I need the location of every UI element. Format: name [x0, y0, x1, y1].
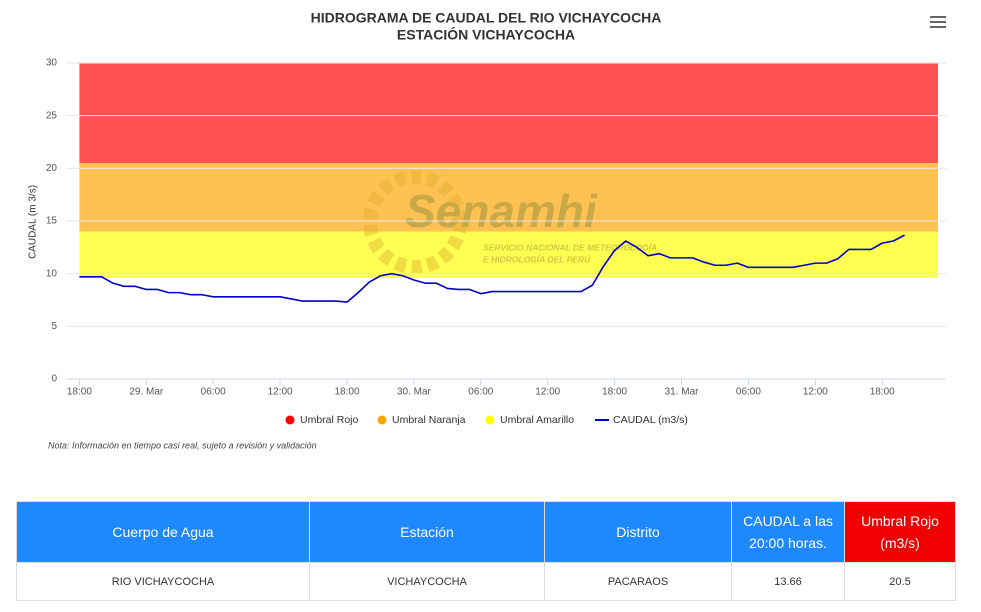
x-tick-label: 12:00 — [535, 387, 560, 398]
y-tick-label: 10 — [46, 268, 58, 279]
x-tick-label: 12:00 — [268, 387, 293, 398]
y-tick-label: 15 — [46, 216, 58, 227]
chart-subtitle: ESTACIÓN VICHAYCOCHA — [397, 26, 575, 43]
watermark-text: E HIDROLOGÍA DEL PERÚ — [483, 253, 591, 264]
y-tick-label: 30 — [46, 58, 58, 69]
table-cell: 13.66 — [731, 562, 845, 601]
chart: HIDROGRAMA DE CAUDAL DEL RIO VICHAYCOCHA… — [28, 10, 946, 450]
threshold-band — [79, 163, 938, 232]
legend-marker — [285, 415, 295, 425]
note: Nota: Información en tiempo casi real, s… — [48, 440, 317, 450]
y-tick-label: 5 — [51, 321, 57, 332]
legend-marker — [485, 415, 495, 425]
table-header: CAUDAL a las 20:00 horas. — [731, 501, 845, 563]
legend-label: Umbral Amarillo — [500, 414, 574, 426]
table-header: Cuerpo de Agua — [16, 501, 310, 563]
legend-label: Umbral Rojo — [300, 414, 359, 426]
menu-bar[interactable] — [930, 26, 946, 28]
x-tick-label: 18:00 — [870, 387, 895, 398]
table-header: Distrito — [544, 501, 732, 563]
chart-title: HIDROGRAMA DE CAUDAL DEL RIO VICHAYCOCHA — [311, 10, 662, 26]
y-tick-label: 25 — [46, 110, 58, 121]
x-tick-label: 12:00 — [803, 387, 828, 398]
x-tick-label: 18:00 — [67, 387, 92, 398]
y-tick-label: 0 — [51, 374, 57, 385]
watermark: Senamhi SERVICIO NACIONAL DE METEOROLOGÍA… — [363, 170, 657, 274]
watermark-text: SERVICIO NACIONAL DE METEOROLOGÍA — [483, 242, 657, 252]
threshold-band — [79, 63, 938, 164]
x-tick-label: 06:00 — [468, 387, 493, 398]
y-axis-title: CAUDAL (m 3/s) — [28, 185, 39, 259]
watermark-text: Senamhi — [405, 185, 598, 237]
data-table: Cuerpo de Agua Estación Distrito CAUDAL … — [16, 501, 956, 601]
data-line — [79, 234, 905, 303]
y-tick-label: 20 — [46, 163, 58, 174]
x-tick-label: 31. Mar — [665, 387, 700, 398]
x-tick-label: 06:00 — [736, 387, 761, 398]
menu-bar[interactable] — [930, 21, 946, 23]
table-cell: PACARAOS — [544, 562, 732, 601]
x-tick-label: 18:00 — [602, 387, 627, 398]
table-header: Estación — [309, 501, 545, 563]
x-tick-label: 30. Mar — [397, 387, 432, 398]
legend-marker — [377, 415, 387, 425]
x-tick-label: 18:00 — [334, 387, 359, 398]
table-cell: 20.5 — [844, 562, 956, 601]
x-tick-label: 29. Mar — [129, 387, 164, 398]
table-header: Umbral Rojo (m3/s) — [844, 501, 956, 563]
menu-bar[interactable] — [930, 16, 946, 18]
table-cell: RIO VICHAYCOCHA — [16, 562, 310, 601]
menu-button[interactable] — [930, 16, 946, 28]
threshold-band — [79, 231, 938, 278]
table-cell: VICHAYCOCHA — [309, 562, 545, 601]
legend-label: Umbral Naranja — [392, 414, 466, 426]
x-tick-label: 06:00 — [201, 387, 226, 398]
legend-label: CAUDAL (m3/s) — [613, 414, 688, 426]
watermark-sun — [363, 170, 467, 274]
